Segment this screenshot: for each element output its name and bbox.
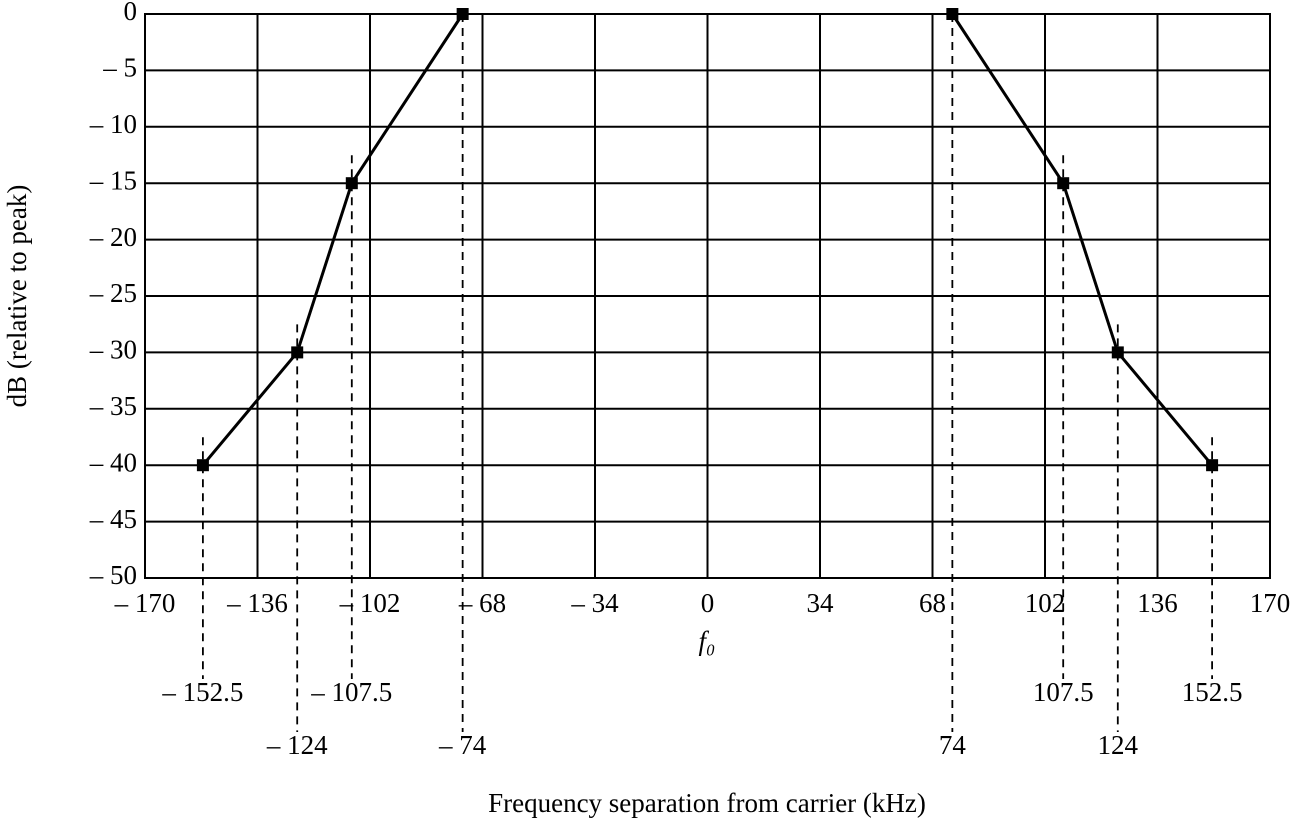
- marker: [196, 459, 209, 472]
- x-tick-label: – 136: [226, 588, 288, 618]
- x-tick-label: 68: [919, 588, 946, 618]
- annotation-label: – 74: [438, 730, 487, 760]
- annotation-label: – 107.5: [310, 677, 392, 707]
- y-tick-label: – 45: [89, 504, 137, 534]
- x-tick-label: – 34: [570, 588, 619, 618]
- y-tick-label: – 20: [89, 222, 137, 252]
- annotation-label: 74: [939, 730, 967, 760]
- marker: [456, 8, 469, 20]
- y-tick-label: – 35: [89, 391, 137, 421]
- x-tick-label: – 68: [458, 588, 506, 618]
- y-tick-label: – 5: [102, 53, 137, 83]
- center-label: f₀: [699, 626, 716, 656]
- marker: [291, 346, 304, 359]
- x-axis-label: Frequency separation from carrier (kHz): [488, 788, 926, 818]
- marker: [946, 8, 959, 20]
- annotation-label: 152.5: [1182, 677, 1243, 707]
- annotation-label: 124: [1098, 730, 1139, 760]
- line: [951, 13, 1214, 467]
- plot-border: [144, 13, 1271, 579]
- x-tick-label: 170: [1250, 588, 1291, 618]
- annotation-label: – 152.5: [161, 677, 243, 707]
- y-tick-label: – 50: [89, 560, 137, 590]
- x-tick-label: 102: [1025, 588, 1066, 618]
- y-tick-label: 0: [124, 0, 138, 26]
- y-tick-label: – 15: [89, 165, 137, 195]
- marker: [1057, 177, 1070, 190]
- marker: [1111, 346, 1124, 359]
- x-tick-label: – 170: [114, 588, 176, 618]
- x-tick-label: 136: [1137, 588, 1178, 618]
- y-tick-label: – 10: [89, 109, 137, 139]
- x-tick-label: – 102: [339, 588, 401, 618]
- annotation-label: – 124: [266, 730, 328, 760]
- marker: [345, 177, 358, 190]
- marker: [1206, 459, 1219, 472]
- y-tick-label: – 30: [89, 335, 137, 365]
- line: [201, 13, 464, 467]
- x-tick-label: 34: [807, 588, 835, 618]
- y-axis-label: dB (relative to peak): [2, 185, 32, 408]
- y-tick-label: – 40: [89, 447, 137, 477]
- x-tick-label: 0: [701, 588, 715, 618]
- y-tick-label: – 25: [89, 278, 137, 308]
- annotation-label: 107.5: [1033, 677, 1094, 707]
